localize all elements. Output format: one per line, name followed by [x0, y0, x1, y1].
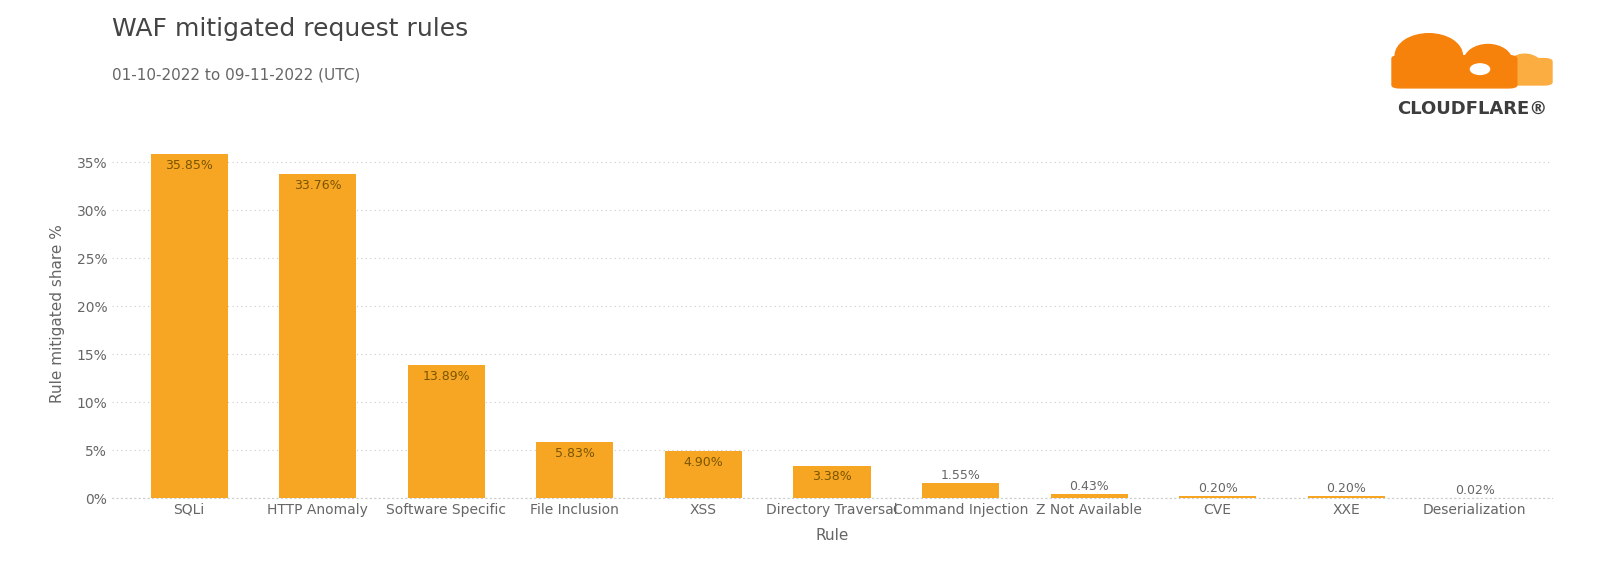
Text: 3.38%: 3.38% — [813, 471, 851, 483]
Bar — [1051, 494, 1128, 498]
Bar — [666, 451, 742, 498]
Bar — [1307, 496, 1386, 498]
Text: 35.85%: 35.85% — [165, 159, 213, 172]
Text: 13.89%: 13.89% — [422, 370, 470, 383]
Text: 0.43%: 0.43% — [1069, 480, 1109, 493]
Bar — [150, 154, 227, 498]
Text: WAF mitigated request rules: WAF mitigated request rules — [112, 17, 469, 41]
Text: 5.83%: 5.83% — [555, 447, 595, 460]
Bar — [1179, 496, 1256, 498]
Bar — [922, 483, 998, 498]
Bar — [408, 365, 485, 498]
Text: 1.55%: 1.55% — [941, 469, 981, 482]
Text: 33.76%: 33.76% — [294, 179, 341, 192]
Text: 4.90%: 4.90% — [683, 456, 723, 469]
Bar — [278, 175, 357, 498]
Y-axis label: Rule mitigated share %: Rule mitigated share % — [50, 224, 66, 403]
Text: 0.20%: 0.20% — [1326, 482, 1366, 495]
Text: 0.02%: 0.02% — [1454, 484, 1494, 497]
Bar — [794, 466, 870, 498]
Text: CLOUDFLARE®: CLOUDFLARE® — [1397, 100, 1547, 117]
X-axis label: Rule: Rule — [816, 528, 848, 543]
Text: 01-10-2022 to 09-11-2022 (UTC): 01-10-2022 to 09-11-2022 (UTC) — [112, 67, 360, 82]
Text: 0.20%: 0.20% — [1198, 482, 1238, 495]
Bar — [536, 442, 613, 498]
